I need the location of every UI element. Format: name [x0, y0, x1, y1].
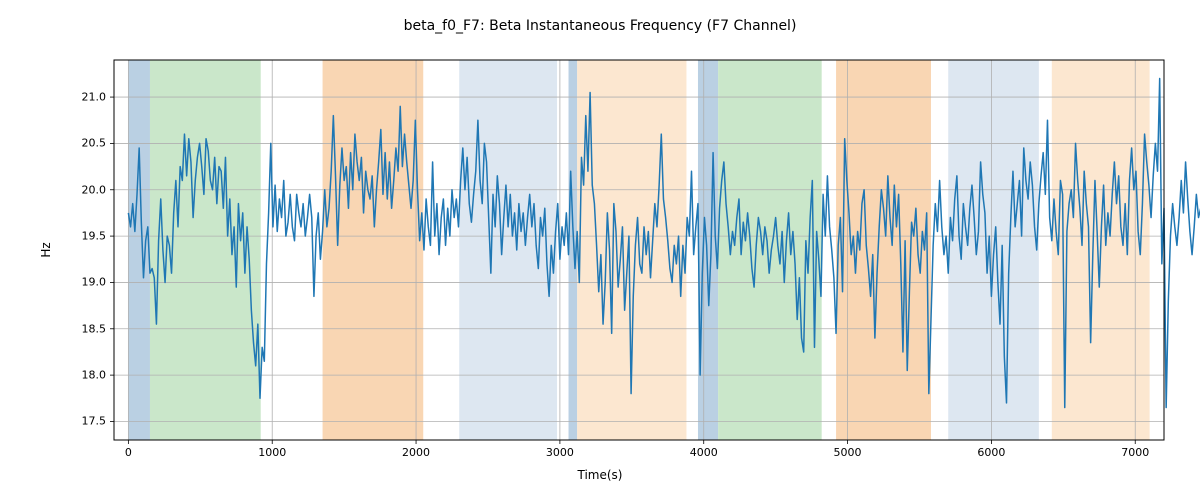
- y-tick-label: 21.0: [82, 91, 107, 104]
- y-axis-label: Hz: [39, 242, 53, 257]
- x-tick-label: 2000: [402, 446, 430, 459]
- region-band: [128, 60, 150, 440]
- y-tick-label: 17.5: [82, 415, 107, 428]
- x-tick-label: 7000: [1121, 446, 1149, 459]
- plot-area: [114, 60, 1164, 440]
- figure: beta_f0_F7: Beta Instantaneous Frequency…: [0, 0, 1200, 500]
- y-tick-label: 20.5: [82, 137, 107, 150]
- y-tick-label: 19.0: [82, 276, 107, 289]
- x-tick-label: 1000: [258, 446, 286, 459]
- chart-title: beta_f0_F7: Beta Instantaneous Frequency…: [0, 18, 1200, 34]
- region-band: [459, 60, 557, 440]
- y-tick-label: 18.5: [82, 322, 107, 335]
- x-axis-label: Time(s): [0, 468, 1200, 482]
- plot-svg: [114, 60, 1164, 440]
- y-tick-label: 20.0: [82, 183, 107, 196]
- y-tick-label: 18.0: [82, 369, 107, 382]
- x-tick-label: 5000: [834, 446, 862, 459]
- y-tick-label: 19.5: [82, 230, 107, 243]
- x-tick-label: 4000: [690, 446, 718, 459]
- x-tick-label: 0: [125, 446, 132, 459]
- region-band: [698, 60, 718, 440]
- region-band: [323, 60, 424, 440]
- x-tick-label: 3000: [546, 446, 574, 459]
- x-tick-label: 6000: [977, 446, 1005, 459]
